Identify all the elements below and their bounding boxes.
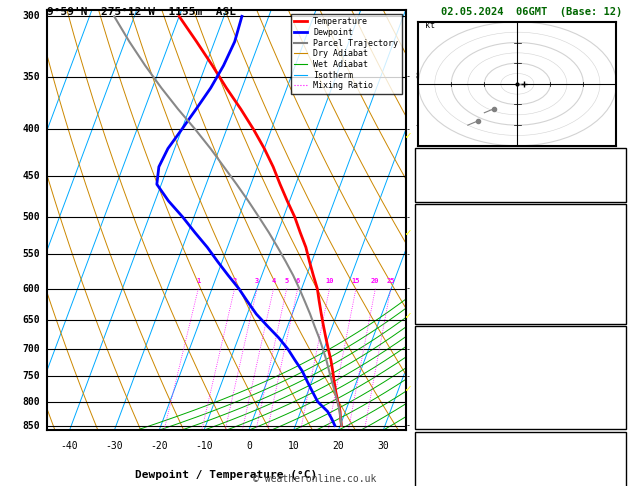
Text: 350: 350	[605, 257, 623, 266]
Text: 1: 1	[196, 278, 201, 284]
Text: -30: -30	[106, 441, 123, 451]
Text: 400: 400	[23, 124, 40, 134]
Text: θₑ(K): θₑ(K)	[418, 257, 448, 266]
Text: 3.25: 3.25	[599, 184, 623, 194]
Text: © weatheronline.co.uk: © weatheronline.co.uk	[253, 473, 376, 484]
Text: 450: 450	[23, 171, 40, 181]
Text: θₑ (K): θₑ (K)	[418, 362, 454, 372]
Text: 600: 600	[23, 284, 40, 294]
Text: Surface: Surface	[500, 207, 541, 217]
Text: Dewp (°C): Dewp (°C)	[418, 240, 471, 250]
Text: -0: -0	[611, 451, 623, 461]
Text: - 4: - 4	[406, 284, 421, 293]
Text: 14: 14	[611, 306, 623, 316]
Text: CIN (J): CIN (J)	[418, 412, 459, 421]
Text: 146: 146	[605, 290, 623, 299]
Text: kt: kt	[425, 21, 435, 30]
Text: 14: 14	[611, 412, 623, 421]
Text: 350: 350	[605, 362, 623, 372]
Text: CAPE (J): CAPE (J)	[418, 395, 465, 405]
Text: - 3: - 3	[406, 345, 421, 354]
Text: Hodograph: Hodograph	[494, 434, 547, 444]
Text: 550: 550	[23, 249, 40, 260]
Text: PW (cm): PW (cm)	[418, 184, 459, 194]
Text: ✓: ✓	[404, 384, 411, 394]
Text: SREH: SREH	[418, 468, 442, 477]
Text: - LCL: - LCL	[406, 421, 431, 430]
Text: 20: 20	[333, 441, 344, 451]
Text: EH: EH	[418, 451, 430, 461]
Text: 146: 146	[605, 395, 623, 405]
Text: Totals Totals: Totals Totals	[418, 168, 494, 177]
Text: 300: 300	[23, 11, 40, 21]
Text: Lifted Index: Lifted Index	[418, 379, 489, 388]
Text: -20: -20	[150, 441, 168, 451]
Text: 4: 4	[272, 278, 276, 284]
Text: Most Unstable: Most Unstable	[482, 329, 559, 339]
Text: 20.3: 20.3	[599, 224, 623, 233]
Text: 500: 500	[23, 212, 40, 222]
Text: 15: 15	[352, 278, 360, 284]
Text: 3: 3	[255, 278, 259, 284]
Text: 850: 850	[23, 420, 40, 431]
Text: ✓: ✓	[404, 131, 411, 141]
Text: 6: 6	[296, 278, 300, 284]
Text: Mixing Ratio (g/kg): Mixing Ratio (g/kg)	[430, 173, 439, 267]
Text: 650: 650	[23, 315, 40, 325]
Text: CIN (J): CIN (J)	[418, 306, 459, 316]
Text: K: K	[418, 151, 424, 161]
Text: 750: 750	[23, 371, 40, 382]
Text: StmDir: StmDir	[418, 484, 454, 486]
Text: -10: -10	[195, 441, 213, 451]
Text: km
ASL: km ASL	[409, 0, 425, 1]
Text: 350: 350	[23, 72, 40, 82]
Text: 700: 700	[23, 344, 40, 354]
Text: - 8: - 8	[406, 72, 421, 81]
Text: 9°59'N  275°12'W  1155m  ASL: 9°59'N 275°12'W 1155m ASL	[47, 7, 236, 17]
Text: CAPE (J): CAPE (J)	[418, 290, 465, 299]
Text: 800: 800	[23, 397, 40, 407]
Text: hPa: hPa	[22, 0, 40, 1]
Legend: Temperature, Dewpoint, Parcel Trajectory, Dry Adiabat, Wet Adiabat, Isotherm, Mi: Temperature, Dewpoint, Parcel Trajectory…	[291, 14, 401, 93]
Text: -1: -1	[611, 379, 623, 388]
Text: 5: 5	[284, 278, 289, 284]
Text: 10: 10	[325, 278, 334, 284]
Text: Pressure (mb): Pressure (mb)	[418, 346, 494, 355]
Text: -40: -40	[61, 441, 79, 451]
Text: 885: 885	[605, 346, 623, 355]
Text: -1: -1	[611, 273, 623, 283]
Text: 0: 0	[246, 441, 252, 451]
Text: - 6: - 6	[406, 212, 421, 222]
Text: 25: 25	[386, 278, 395, 284]
Text: 359°: 359°	[599, 484, 623, 486]
Text: 18.8: 18.8	[599, 240, 623, 250]
Text: ✓: ✓	[404, 228, 411, 238]
Text: Lifted Index: Lifted Index	[418, 273, 489, 283]
Text: 02.05.2024  06GMT  (Base: 12): 02.05.2024 06GMT (Base: 12)	[442, 7, 623, 17]
Text: - 2: - 2	[406, 372, 421, 381]
Text: 0: 0	[617, 468, 623, 477]
Text: 30: 30	[377, 441, 389, 451]
Text: - 7: - 7	[406, 125, 421, 134]
Text: Dewpoint / Temperature (°C): Dewpoint / Temperature (°C)	[135, 470, 318, 480]
Text: ✓: ✓	[404, 311, 411, 321]
Text: 36: 36	[611, 151, 623, 161]
Text: Temp (°C): Temp (°C)	[418, 224, 471, 233]
Text: - 5: - 5	[406, 250, 421, 259]
Text: 2: 2	[233, 278, 237, 284]
Text: 10: 10	[288, 441, 299, 451]
Text: 20: 20	[371, 278, 379, 284]
Text: 43: 43	[611, 168, 623, 177]
